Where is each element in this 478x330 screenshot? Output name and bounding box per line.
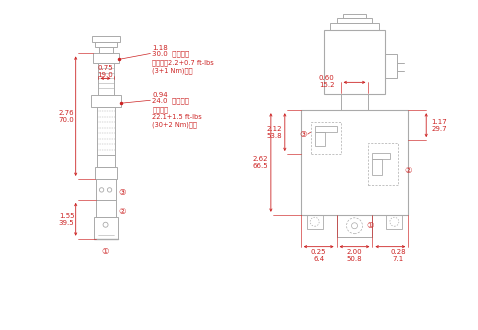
Text: (30+2 Nm)最大: (30+2 Nm)最大 [152,122,197,128]
Bar [96,179,116,200]
Bar [372,159,382,175]
Text: ①: ① [367,221,374,230]
Text: ②: ② [119,207,126,216]
Bar [97,155,115,167]
Text: 22.1+1.5 ft-lbs: 22.1+1.5 ft-lbs [152,114,202,120]
Text: 安装扭矩2.2+0.7 ft-lbs: 安装扭矩2.2+0.7 ft-lbs [152,59,214,66]
Bar [93,53,119,63]
Text: ③: ③ [299,130,307,139]
Text: 0.94: 0.94 [152,92,168,98]
Bar [369,143,398,185]
Bar [97,107,115,155]
Text: ③: ③ [119,188,126,197]
Bar [95,167,117,179]
Text: 1.55
39.5: 1.55 39.5 [59,213,75,226]
Bar [324,30,385,94]
Text: (3+1 Nm)最大: (3+1 Nm)最大 [152,67,193,74]
Bar [307,215,323,229]
Text: 0.75
19.0: 0.75 19.0 [98,65,113,78]
Bar [94,217,118,239]
Text: 24.0  对边宽度: 24.0 对边宽度 [152,97,189,104]
Bar [337,215,372,237]
Text: 0.28
7.1: 0.28 7.1 [391,249,406,262]
Bar [386,215,402,229]
Text: 1.18: 1.18 [152,46,168,51]
Text: 2.12
53.8: 2.12 53.8 [266,126,282,139]
Text: 2.76
70.0: 2.76 70.0 [59,110,75,123]
Bar [315,132,325,146]
Bar [330,22,380,30]
Text: ②: ② [404,166,412,176]
Bar [315,126,337,132]
Bar [96,200,116,217]
Bar [95,42,117,47]
Text: 2.00
50.8: 2.00 50.8 [347,249,362,262]
Bar [98,47,112,53]
Text: 30.0  对边宽度: 30.0 对边宽度 [152,50,190,57]
Text: 0.25
6.4: 0.25 6.4 [311,249,326,262]
Text: 1.17
29.7: 1.17 29.7 [431,119,447,132]
Text: 安装扭矩: 安装扭矩 [152,106,168,113]
Bar [98,63,114,95]
Bar [372,153,391,159]
Text: 0.60
15.2: 0.60 15.2 [319,75,335,88]
Text: 2.62
66.5: 2.62 66.5 [252,156,268,169]
Text: ①: ① [102,247,109,256]
Bar [340,94,369,110]
Bar [337,17,372,22]
Bar [385,54,397,78]
Bar [301,110,408,215]
Bar [311,122,340,154]
Bar [343,14,367,17]
Bar [92,36,120,42]
Bar [91,95,120,107]
